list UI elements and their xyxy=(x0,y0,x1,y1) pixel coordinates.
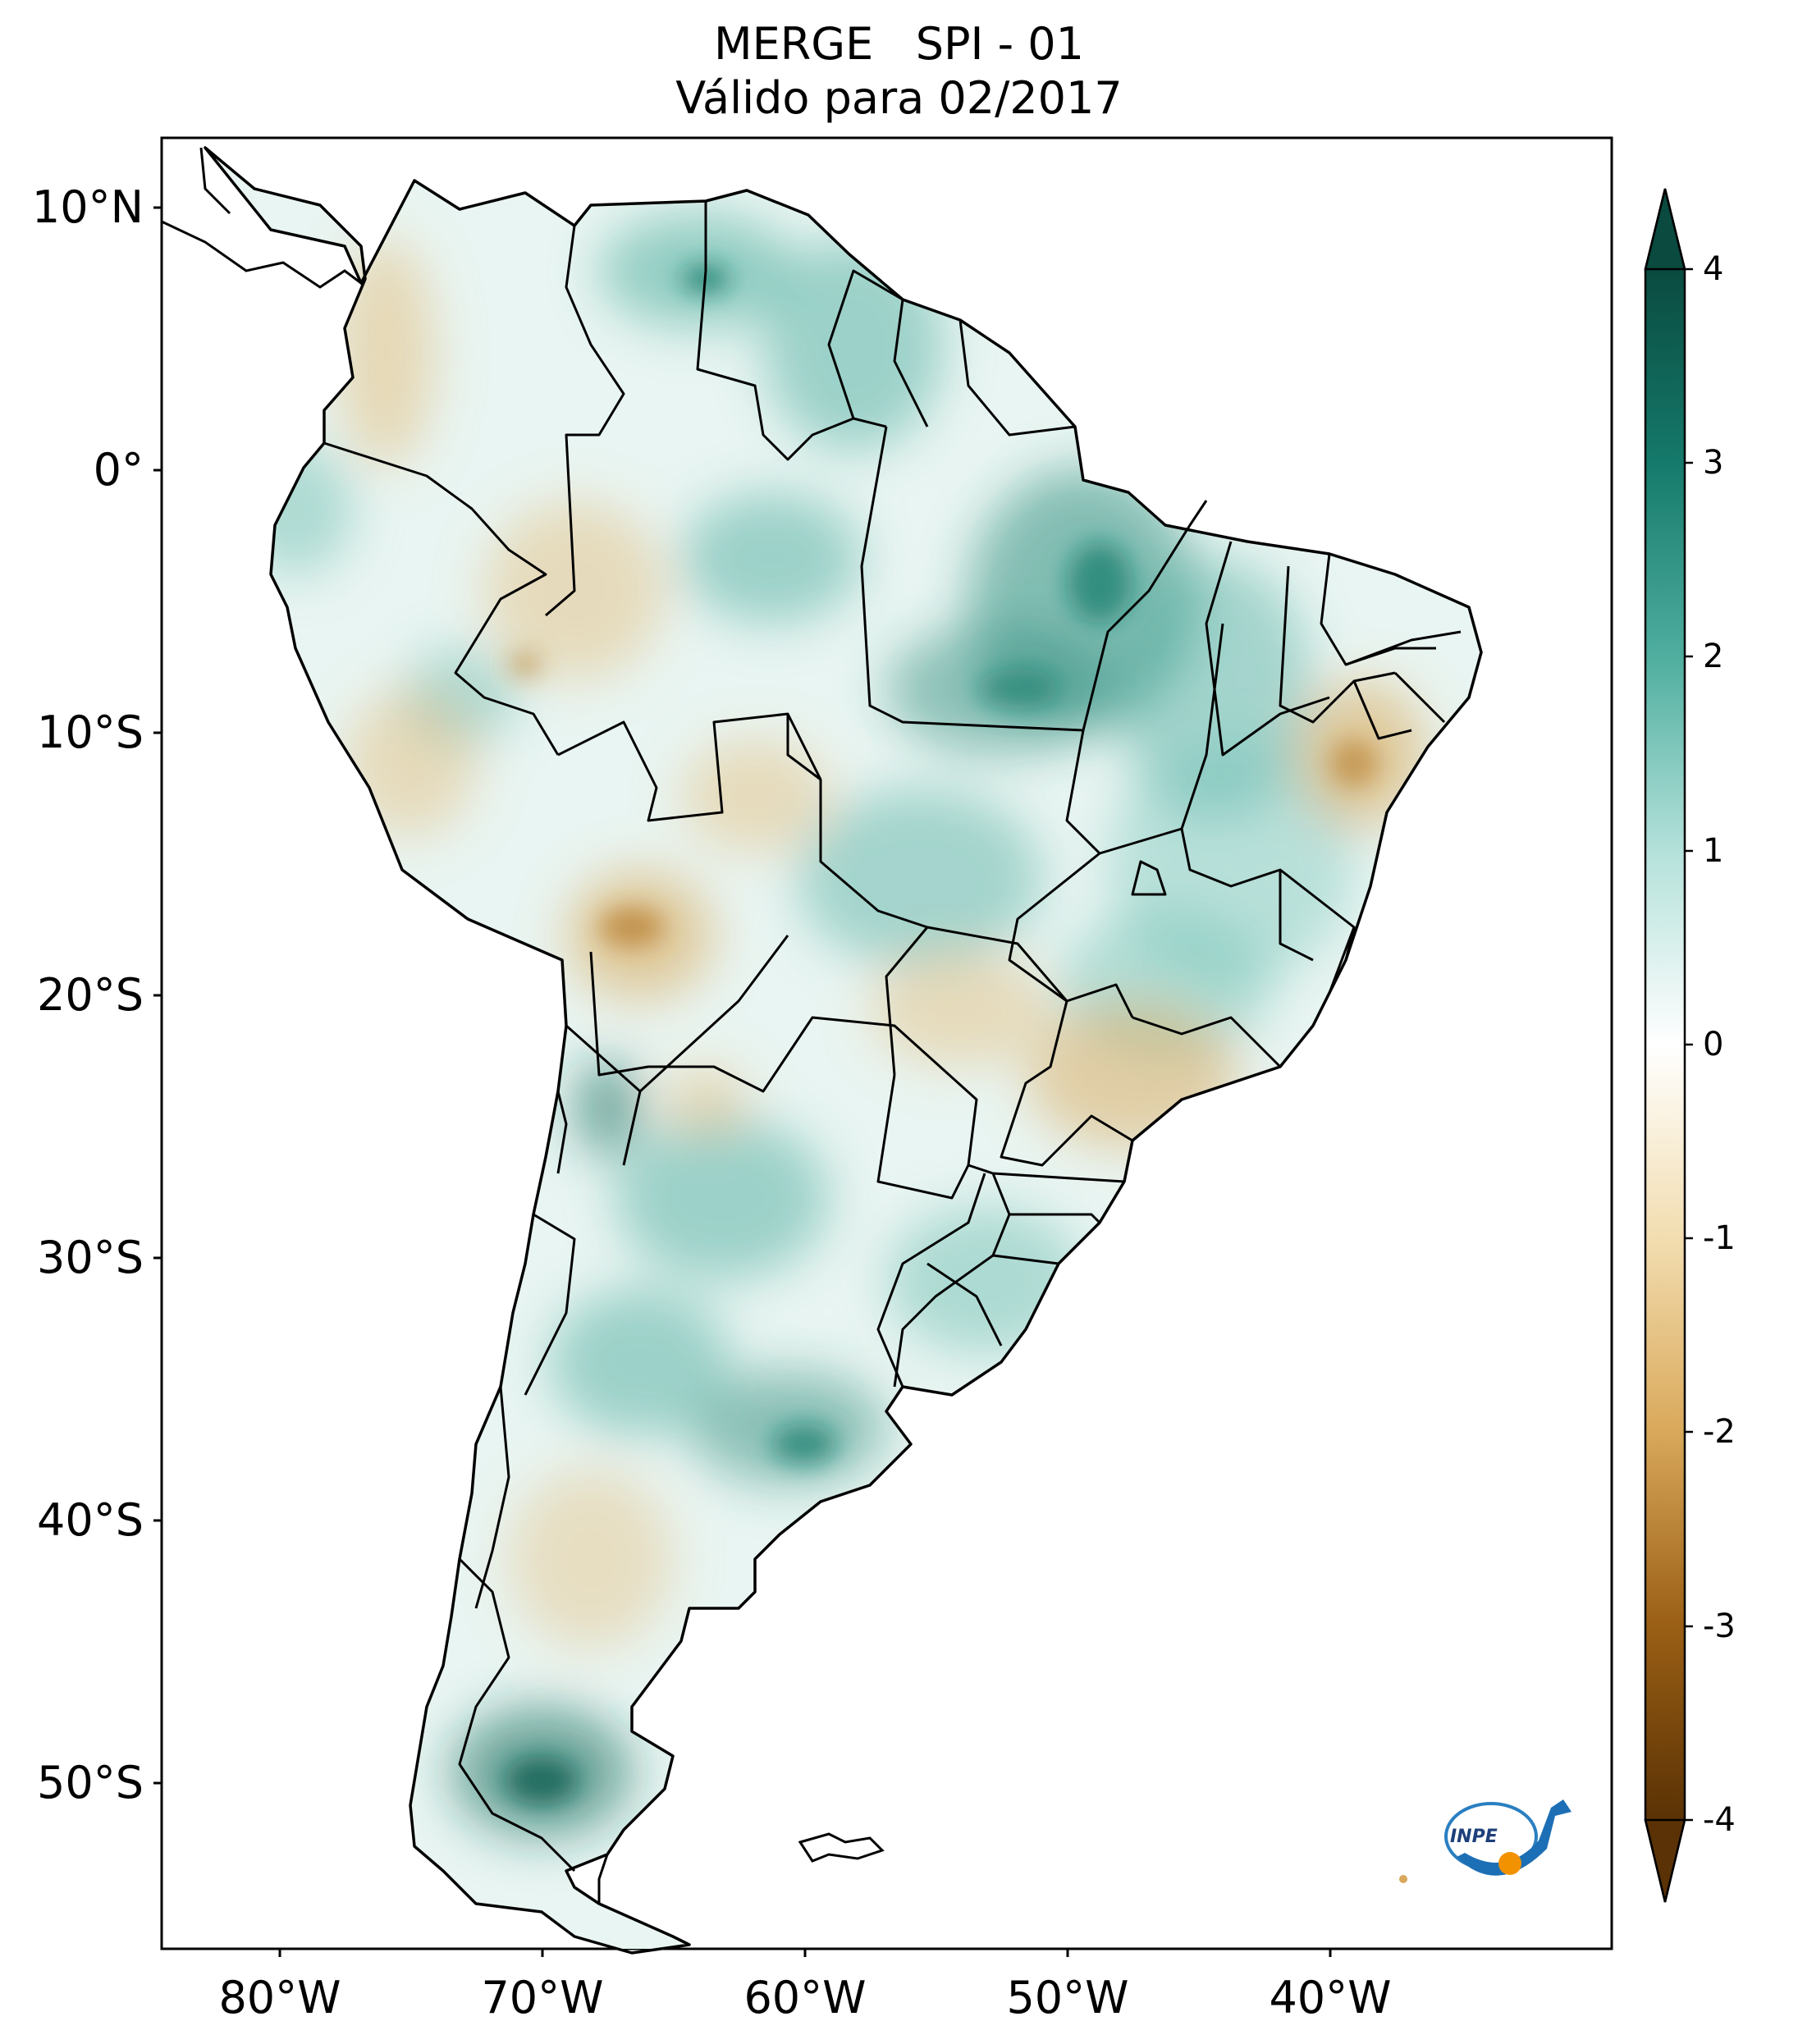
lat-ticks xyxy=(153,206,162,1785)
lat-label-20s: 20°S xyxy=(37,969,144,1021)
small-island xyxy=(1399,1875,1407,1883)
lon-ticks xyxy=(278,1949,1332,1957)
colorbar xyxy=(1644,188,1693,1903)
lat-label-0: 0° xyxy=(93,444,144,496)
lat-label-50s: 50°S xyxy=(37,1757,144,1809)
coastline xyxy=(204,146,1483,1955)
colorbar-label: -2 xyxy=(1703,1413,1736,1451)
lat-label-30s: 30°S xyxy=(37,1232,144,1283)
lon-label-60w: 60°W xyxy=(743,1972,867,2023)
svg-text:INPE: INPE xyxy=(1450,1827,1498,1847)
map-title: MERGE SPI - 01 xyxy=(714,18,1084,70)
country-borders xyxy=(323,201,1462,1904)
colorbar-label: -4 xyxy=(1703,1801,1736,1839)
colorbar-label: -1 xyxy=(1703,1219,1736,1257)
lat-label-10s: 10°S xyxy=(37,706,144,758)
lon-label-40w: 40°W xyxy=(1269,1972,1392,2023)
lon-label-50w: 50°W xyxy=(1006,1972,1129,2023)
inpe-logo-icon: INPE xyxy=(1444,1799,1572,1876)
colorbar-label: 3 xyxy=(1703,444,1724,482)
central-america-border xyxy=(161,220,362,289)
lon-label-70w: 70°W xyxy=(481,1972,604,2023)
colorbar-label: 2 xyxy=(1703,638,1724,675)
colorbar-label: 0 xyxy=(1703,1026,1724,1063)
falkland-islands xyxy=(798,1832,885,1863)
colorbar-label: -3 xyxy=(1703,1607,1736,1645)
lat-label-40s: 40°S xyxy=(37,1494,144,1546)
map-subtitle: Válido para 02/2017 xyxy=(675,72,1123,124)
colorbar-label: 1 xyxy=(1703,832,1724,870)
lon-label-80w: 80°W xyxy=(218,1972,341,2023)
central-america-border-2 xyxy=(199,147,231,215)
lat-label-10n: 10°N xyxy=(31,181,144,233)
colorbar-label: 4 xyxy=(1703,250,1724,288)
